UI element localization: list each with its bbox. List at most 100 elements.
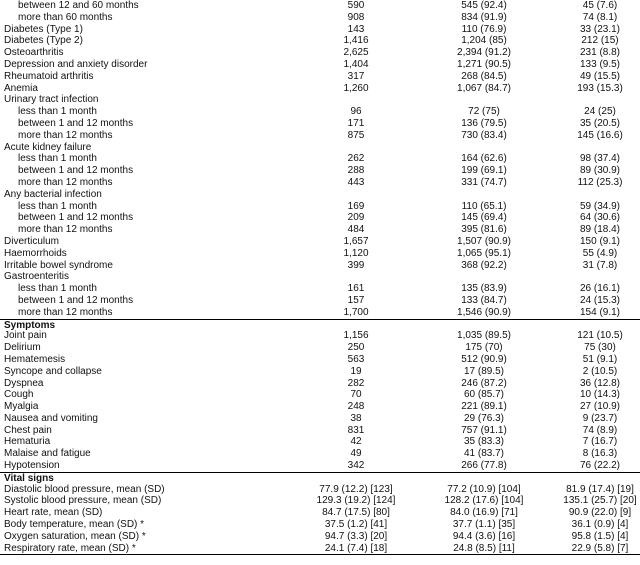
row-label: Hematemesis (4, 353, 66, 365)
cell: 1,260 (343, 82, 369, 94)
cell: 545 (92.4) (461, 0, 507, 11)
cell: 60 (85.7) (463, 389, 505, 401)
cell: 171 (347, 117, 365, 129)
row-label: Oxygen saturation, mean (SD) * (4, 530, 146, 542)
cell: 590 (347, 0, 365, 11)
row-label: Haemorrhoids (4, 247, 67, 259)
data-row: more than 12 months 1,700 1,546 (90.9) 154 … (0, 307, 640, 319)
cell: 27 (10.9) (579, 401, 621, 413)
cell: 2 (10.5) (582, 365, 618, 377)
cell: 96 (350, 106, 362, 118)
row-label: Urinary tract infection (4, 94, 99, 106)
row-label: Hematuria (4, 436, 51, 448)
cell: 38 (350, 412, 362, 424)
cell: 169 (347, 200, 365, 212)
cell: 37.5 (1.2) [41] (324, 519, 388, 531)
cell: 24.8 (8.5) [11] (453, 542, 515, 554)
cell: 157 (347, 294, 365, 306)
row-label: between 1 and 12 months (18, 117, 134, 129)
cell: 75 (30) (584, 342, 616, 354)
cell: 41 (83.7) (463, 448, 505, 460)
cell: 110 (65.1) (461, 200, 507, 212)
data-row: Diabetes (Type 2) 1,416 1,204 (85) 212 (15) (0, 35, 640, 47)
cell: 64 (30.6) (579, 212, 621, 224)
cell: 59 (34.9) (579, 200, 621, 212)
row-label: more than 60 months (18, 11, 113, 23)
cell: 81.9 (17.4) [19] (566, 483, 634, 495)
cell: 45 (7.6) (582, 0, 618, 11)
cell: 443 (347, 176, 365, 188)
data-row: Syncope and collapse 19 17 (89.5) 2 (10.5) (0, 366, 640, 378)
row-label: Acute kidney failure (4, 141, 92, 153)
row-label: between 1 and 12 months (18, 165, 134, 177)
data-row: between 1 and 12 months 171 136 (79.5) 35 (… (0, 118, 640, 130)
cell: 19 (350, 365, 362, 377)
row-label: Syncope and collapse (4, 365, 102, 377)
cell: 2,625 (343, 47, 369, 59)
data-row: Diabetes (Type 1) 143 110 (76.9) 33 (23.1) (0, 24, 640, 36)
cell: 36 (12.8) (579, 377, 621, 389)
row-label: more than 12 months (18, 129, 113, 141)
cell: 757 (91.1) (461, 424, 507, 436)
cell: 484 (347, 224, 365, 236)
data-row: Delirium 250 175 (70) 75 (30) (0, 342, 640, 354)
cell: 250 (347, 342, 365, 354)
section-heading: Vital signs (0, 471, 640, 484)
cell: 399 (347, 259, 365, 271)
row-label: between 12 and 60 months (18, 0, 139, 11)
data-row: more than 12 months 443 331 (74.7) 112 (25.… (0, 177, 640, 189)
group-row: Acute kidney failure (0, 142, 640, 154)
cell: 135 (83.9) (461, 283, 507, 295)
cell: 17 (89.5) (463, 365, 505, 377)
row-label: less than 1 month (18, 283, 97, 295)
cell: 1,065 (95.1) (457, 247, 511, 259)
section-heading: Symptoms (0, 318, 640, 331)
data-row: Dyspnea 282 246 (87.2) 36 (12.8) (0, 378, 640, 390)
cell: 831 (347, 424, 365, 436)
cell: 209 (347, 212, 365, 224)
cell: 288 (347, 165, 365, 177)
data-row: Hematemesis 563 512 (90.9) 51 (9.1) (0, 354, 640, 366)
cell: 35 (83.3) (463, 436, 505, 448)
row-label: Any bacterial infection (4, 188, 102, 200)
cell: 1,546 (90.9) (457, 306, 511, 318)
rule (0, 554, 640, 556)
row-label: less than 1 month (18, 200, 97, 212)
cell: 89 (18.4) (579, 224, 621, 236)
cell: 36.1 (0.9) [4] (571, 519, 629, 531)
cell: 1,507 (90.9) (457, 235, 511, 247)
row-label: Osteoarthritis (4, 47, 64, 59)
cell: 112 (25.3) (577, 176, 623, 188)
row-label: Joint pain (4, 330, 47, 342)
cell: 135.1 (25.7) [20] (563, 495, 637, 507)
row-label: Diastolic blood pressure, mean (SD) (4, 483, 165, 495)
data-row: Systolic blood pressure, mean (SD) 129.3 … (0, 495, 640, 507)
data-row: Oxygen saturation, mean (SD) * 94.7 (3.3)… (0, 531, 640, 543)
cell: 49 (350, 448, 362, 460)
row-label: more than 12 months (18, 306, 113, 318)
row-label: Anemia (4, 82, 38, 94)
cell: 94.4 (3.6) [16] (452, 530, 516, 542)
data-row: Chest pain 831 757 (91.1) 74 (8.9) (0, 425, 640, 437)
data-row: Haemorrhoids 1,120 1,065 (95.1) 55 (4.9) (0, 248, 640, 260)
cell: 154 (9.1) (579, 306, 621, 318)
cell: 1,035 (89.5) (457, 330, 511, 342)
cell: 266 (77.8) (461, 460, 507, 472)
row-label: Systolic blood pressure, mean (SD) (4, 495, 162, 507)
cell: 7 (16.7) (582, 436, 618, 448)
row-label: Myalgia (4, 401, 39, 413)
cell: 10 (14.3) (579, 389, 621, 401)
cell: 128.2 (17.6) [104] (444, 495, 524, 507)
cell: 730 (83.4) (461, 129, 507, 141)
cell: 1,271 (90.5) (457, 58, 511, 70)
cell: 31 (7.8) (582, 259, 618, 271)
cell: 136 (79.5) (461, 117, 507, 129)
data-row: Diastolic blood pressure, mean (SD) 77.9 … (0, 484, 640, 496)
data-row: Cough 70 60 (85.7) 10 (14.3) (0, 389, 640, 401)
cell: 368 (92.2) (461, 259, 507, 271)
row-label: Diabetes (Type 1) (4, 23, 83, 35)
cell: 24 (25) (584, 106, 616, 118)
cell: 145 (16.6) (577, 129, 623, 141)
data-row: Hypotension 342 266 (77.8) 76 (22.2) (0, 460, 640, 472)
